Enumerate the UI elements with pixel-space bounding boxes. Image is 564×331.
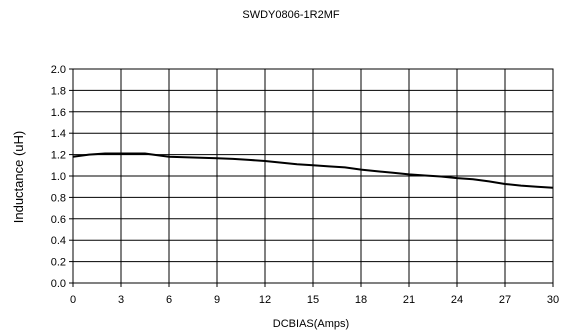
x-tick-label: 12 [259, 294, 271, 306]
y-tick-label: 1.6 [51, 107, 66, 119]
x-tick-label: 24 [451, 294, 463, 306]
y-tick-label: 0.4 [51, 235, 66, 247]
x-tick-label: 6 [166, 294, 172, 306]
y-tick-labels: 0.0 0.2 0.4 0.6 0.8 1.0 1.2 1.4 1.6 1.8 2.0 [51, 64, 66, 290]
y-tick-label: 1.2 [51, 150, 66, 162]
x-tick-label: 15 [307, 294, 319, 306]
x-tick-label: 21 [403, 294, 415, 306]
x-tick-labels: 0 3 6 9 12 15 18 21 24 27 30 [70, 294, 559, 306]
x-tick-label: 0 [70, 294, 76, 306]
x-tick-label: 9 [214, 294, 220, 306]
y-tick-label: 0.8 [51, 192, 66, 204]
chart-title: SWDY0806-1R2MF [242, 9, 339, 21]
y-axis-label: Inductance (uH) [11, 131, 26, 224]
x-tick-label: 27 [499, 294, 511, 306]
y-tick-label: 1.0 [51, 171, 66, 183]
y-tick-label: 1.4 [51, 128, 66, 140]
y-tick-label: 0.2 [51, 257, 66, 269]
plot-area [72, 68, 554, 284]
x-tick-label: 18 [355, 294, 367, 306]
y-tick-label: 1.8 [51, 85, 66, 97]
grid [69, 68, 554, 287]
x-tick-label: 30 [547, 294, 559, 306]
series-line [72, 152, 554, 189]
x-tick-label: 3 [118, 294, 124, 306]
y-tick-label: 0.6 [51, 214, 66, 226]
x-axis-label: DCBIAS(Amps) [273, 318, 349, 330]
y-tick-label: 2.0 [51, 64, 66, 76]
y-tick-label: 0.0 [51, 278, 66, 290]
